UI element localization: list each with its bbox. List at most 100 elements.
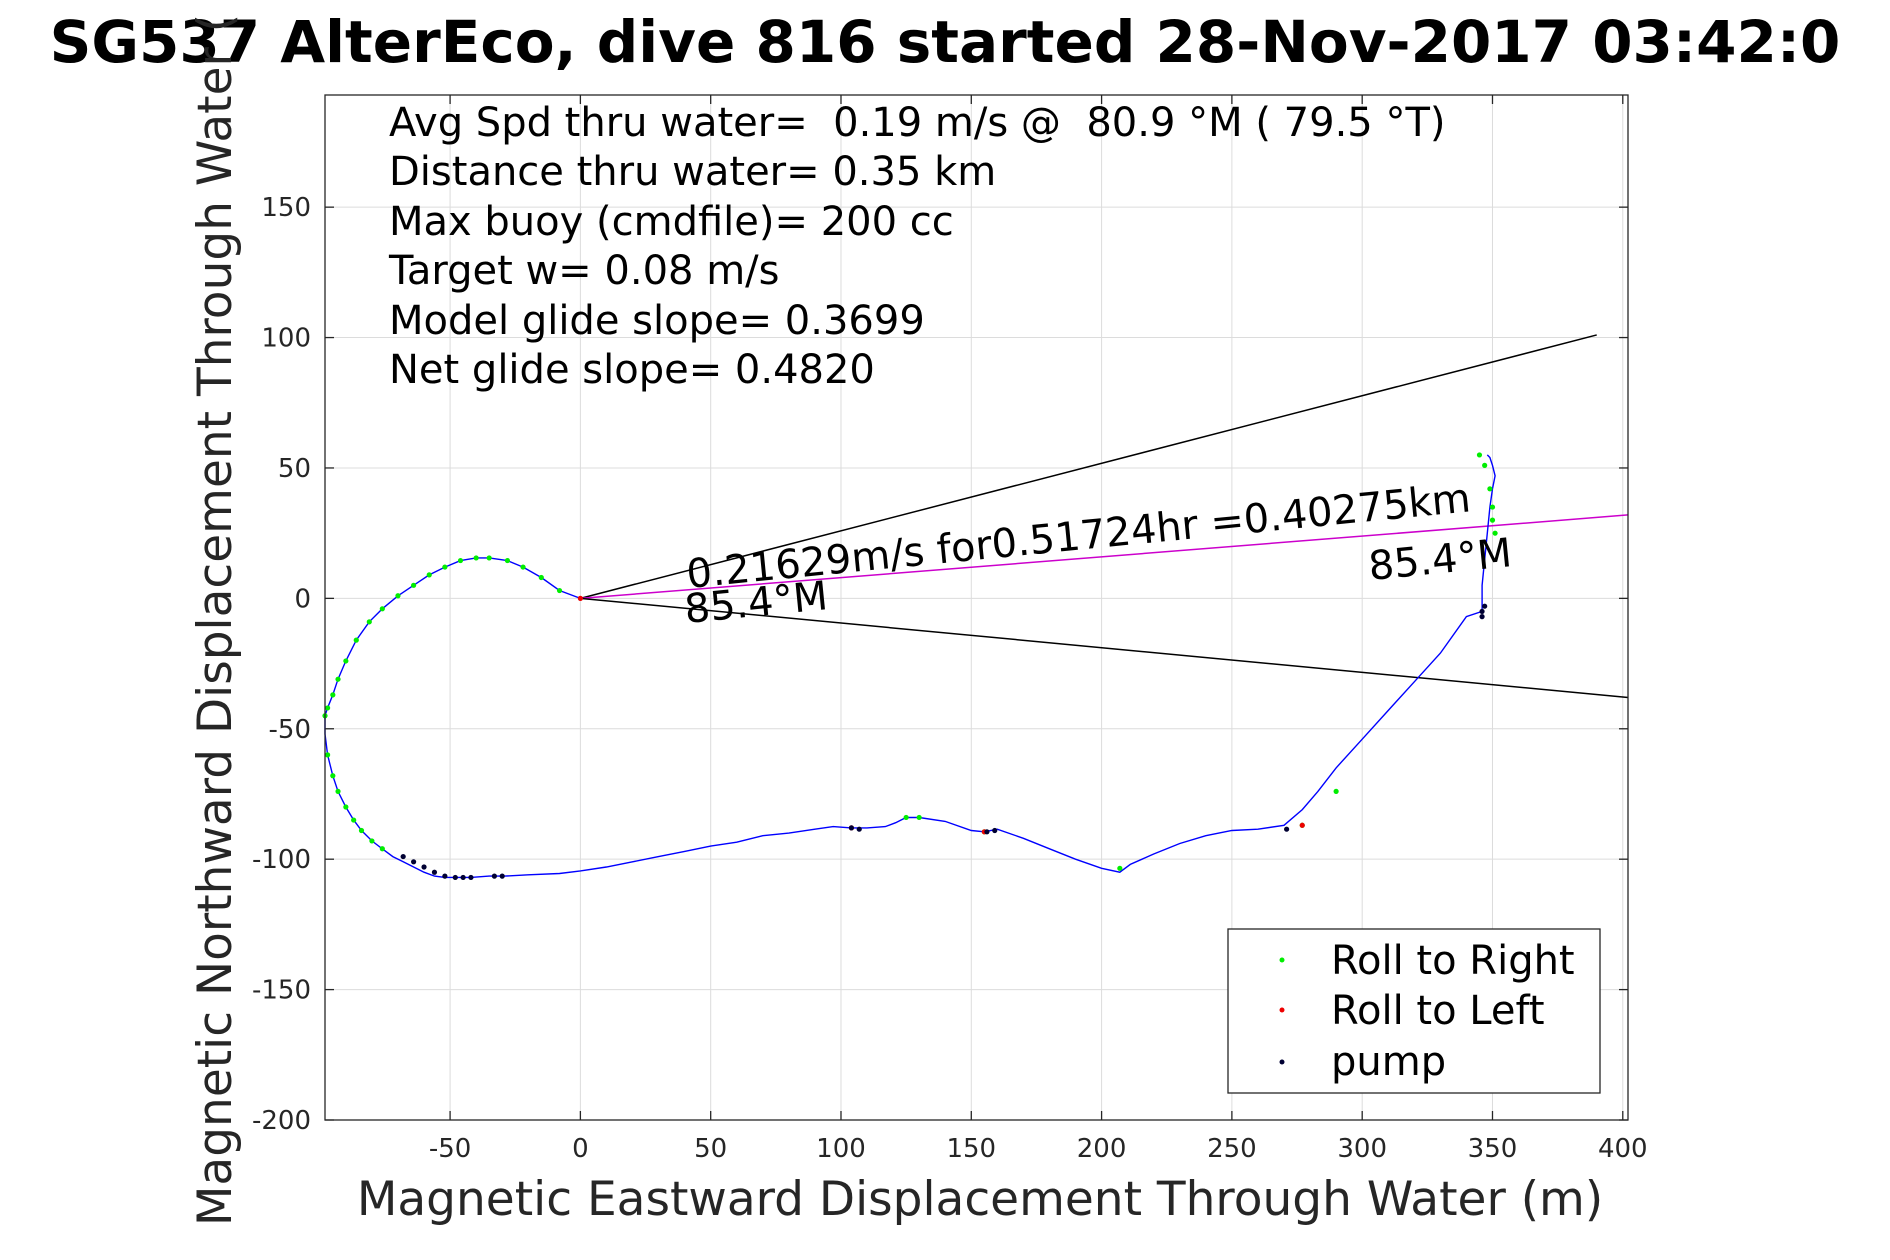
legend-marker-roll-right <box>1279 957 1285 963</box>
x-tick-label: 50 <box>694 1134 727 1164</box>
pump-point <box>992 827 998 834</box>
y-tick-label: 50 <box>278 454 311 484</box>
roll-right-point <box>379 846 385 852</box>
roll-right-point <box>325 752 331 758</box>
roll-right-point <box>353 637 359 643</box>
y-axis-label: Magnetic Northward Displacement Through … <box>188 14 243 1226</box>
roll-right-point <box>1476 452 1483 458</box>
pump-point <box>499 873 505 879</box>
roll-right-point <box>538 574 544 581</box>
roll-right-point <box>411 582 417 588</box>
x-tick-label: 400 <box>1598 1134 1648 1164</box>
pump-point <box>1482 603 1488 609</box>
pump-point <box>1479 608 1485 615</box>
roll-right-point <box>358 827 365 834</box>
x-axis-label: Magnetic Eastward Displacement Through W… <box>357 1172 1603 1227</box>
pump-point <box>468 874 474 881</box>
y-tick-label: 0 <box>294 584 311 614</box>
pump-point <box>491 873 497 879</box>
x-tick-label: 0 <box>572 1134 589 1164</box>
pump-point <box>431 869 438 875</box>
pump-point <box>421 864 427 870</box>
x-tick-label: 150 <box>946 1134 996 1164</box>
bound-lower-line <box>580 597 1629 699</box>
heading-annotation-far: 85.4°M <box>1366 530 1513 590</box>
pump-point <box>452 874 458 881</box>
roll-right-point <box>504 557 511 564</box>
x-tick-label: 300 <box>1337 1134 1387 1164</box>
roll-right-point <box>556 587 563 594</box>
roll-right-point <box>520 564 526 570</box>
y-tick-label: -200 <box>252 1106 311 1136</box>
roll-right-point <box>426 572 432 578</box>
info-text-block: Avg Spd thru water= 0.19 m/s @ 80.9 °M (… <box>388 100 1445 393</box>
heading-lines-layer <box>580 334 1629 699</box>
roll-left-point <box>1299 822 1305 828</box>
x-tick-label: -50 <box>429 1134 471 1164</box>
roll-right-point <box>1492 530 1498 536</box>
roll-right-point <box>903 814 909 821</box>
roll-right-point <box>1489 504 1496 510</box>
legend-box <box>1227 928 1601 1094</box>
marker-layer <box>322 452 1498 881</box>
info-line-avg-speed: Avg Spd thru water= 0.19 m/s @ 80.9 °M (… <box>389 100 1445 146</box>
pump-point <box>442 873 448 879</box>
track-line <box>324 454 1496 879</box>
track-layer <box>324 454 1496 879</box>
roll-right-point <box>351 817 357 823</box>
roll-right-point <box>1117 865 1123 871</box>
roll-right-point <box>486 555 492 561</box>
roll-right-point <box>343 804 349 810</box>
roll-right-point <box>335 788 341 794</box>
roll-right-point <box>1333 788 1339 794</box>
roll-right-point <box>1489 517 1496 523</box>
pump-point <box>848 825 855 831</box>
pump-point <box>400 853 406 860</box>
plot-frame <box>324 94 1629 1121</box>
heading-line <box>580 514 1629 600</box>
x-tick-label: 100 <box>816 1134 866 1164</box>
legend-label-roll-left: Roll to Left <box>1331 988 1545 1034</box>
pump-point <box>1284 826 1290 832</box>
roll-right-point <box>457 557 464 564</box>
y-tick-label: -100 <box>252 845 311 875</box>
roll-right-point <box>379 606 385 612</box>
pump-point <box>984 829 990 835</box>
x-tick-label: 350 <box>1468 1134 1518 1164</box>
legend: Roll to Right Roll to Left pump <box>1227 928 1601 1094</box>
info-line-model-glide: Model glide slope= 0.3699 <box>389 298 925 344</box>
y-tick-label: -150 <box>252 976 311 1006</box>
roll-right-point <box>343 658 349 664</box>
pump-point <box>856 826 862 832</box>
roll-right-point <box>442 564 448 570</box>
info-line-max-buoy: Max buoy (cmdfile)= 200 cc <box>389 199 954 245</box>
roll-left-point <box>577 595 583 601</box>
pump-point <box>1479 614 1485 620</box>
legend-label-roll-right: Roll to Right <box>1331 938 1575 984</box>
pump-point <box>460 874 466 881</box>
legend-label-pump: pump <box>1331 1039 1446 1085</box>
legend-marker-pump <box>1279 1059 1285 1065</box>
y-tick-label: -50 <box>269 715 311 745</box>
roll-right-point <box>330 773 336 779</box>
roll-right-point <box>335 676 341 682</box>
axis-layer: -50 0 50 100 150 200 250 300 350 400 -200 -150 -100 -… <box>252 94 1648 1164</box>
chart-title: SG537 AlterEco, dive 816 started 28-Nov-… <box>50 8 1841 76</box>
y-tick-label: 100 <box>261 324 311 354</box>
roll-right-point <box>1487 486 1493 492</box>
info-line-target-w: Target w= 0.08 m/s <box>388 248 779 294</box>
roll-right-point <box>369 838 375 844</box>
roll-right-point <box>395 593 401 599</box>
roll-right-point <box>325 705 331 711</box>
x-tick-label: 250 <box>1207 1134 1257 1164</box>
info-line-net-glide: Net glide slope= 0.4820 <box>389 347 875 393</box>
bound-upper-line <box>580 334 1597 600</box>
roll-right-point <box>366 619 372 625</box>
roll-right-point <box>1482 462 1488 468</box>
roll-right-point <box>473 555 479 561</box>
info-line-distance: Distance thru water= 0.35 km <box>389 149 996 195</box>
y-tick-label: 150 <box>261 193 311 223</box>
x-tick-label: 200 <box>1077 1134 1127 1164</box>
legend-marker-roll-left <box>1279 1007 1285 1013</box>
